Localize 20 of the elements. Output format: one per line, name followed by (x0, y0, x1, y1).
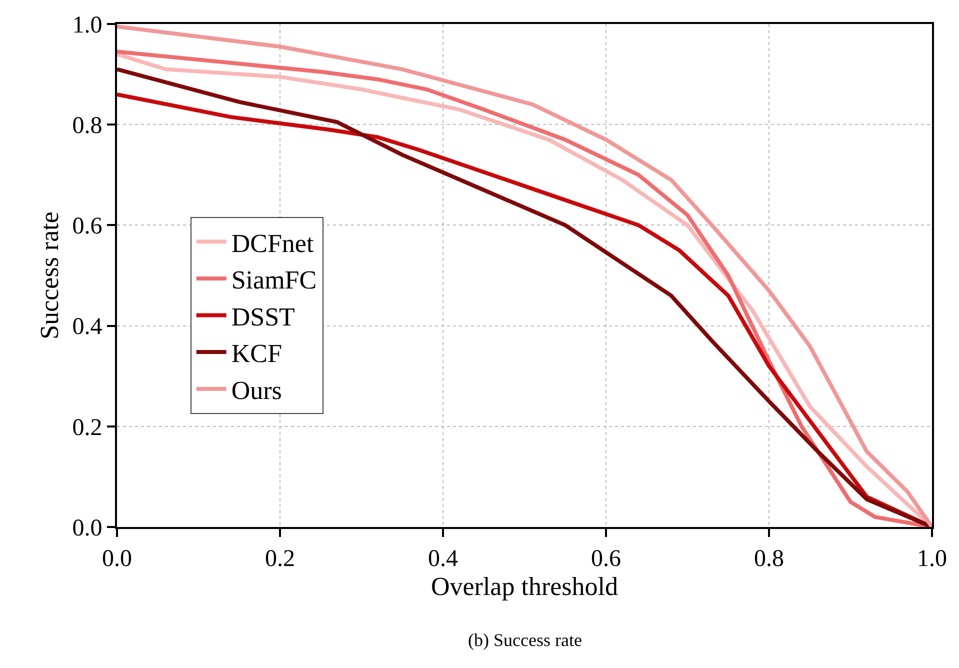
x-tick-label: 0.0 (102, 546, 132, 572)
y-axis-title: Success rate (35, 212, 64, 340)
y-tick-label: 0.0 (72, 515, 102, 542)
text: (b) Success rate (468, 630, 582, 650)
legend-label: Ours (231, 376, 282, 405)
y-tick-label: 1.0 (72, 12, 102, 38)
legend-label: DCFnet (231, 228, 314, 258)
x-tick-label: 0.4 (428, 546, 458, 572)
x-tick-label: 0.8 (754, 546, 784, 572)
legend-label: DSST (231, 302, 296, 332)
x-tick-label: 0.2 (265, 546, 295, 572)
x-tick-label: 0.6 (591, 546, 621, 572)
x-tick-label: 1.0 (917, 546, 947, 572)
y-tick-label: 0.8 (72, 113, 102, 139)
y-tick-label: 0.6 (72, 214, 102, 240)
y-tick-label: 0.2 (72, 414, 102, 441)
legend-label: SiamFC (231, 266, 317, 295)
y-tick-label: 0.4 (72, 314, 102, 340)
x-axis-title: Overlap threshold (430, 572, 618, 601)
legend-label: KCF (231, 339, 282, 368)
